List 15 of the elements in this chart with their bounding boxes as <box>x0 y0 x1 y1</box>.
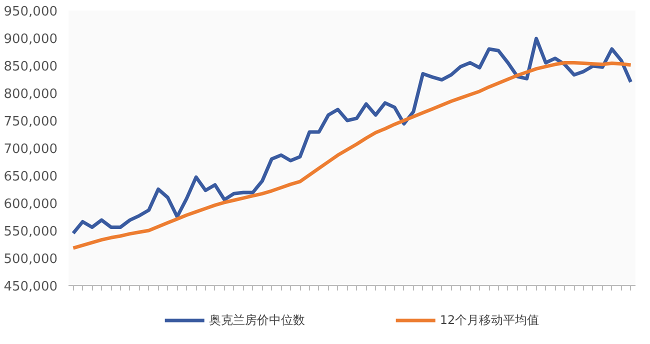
y-tick-label: 700,000 <box>4 142 58 157</box>
y-tick-label: 800,000 <box>4 87 58 102</box>
y-tick-label: 650,000 <box>4 170 58 184</box>
y-tick-label: 450,000 <box>4 280 58 294</box>
legend-label: 奥克兰房价中位数 <box>208 312 305 328</box>
y-tick-label: 850,000 <box>4 60 58 74</box>
y-tick-label: 600,000 <box>4 197 58 212</box>
legend-label: 12个月移动平均值 <box>440 312 540 328</box>
line-series <box>71 36 633 235</box>
y-tick-label: 500,000 <box>4 252 58 267</box>
y-tick-label: 550,000 <box>4 224 58 240</box>
y-tick-label: 900,000 <box>4 32 58 47</box>
y-tick-label: 950,000 <box>4 4 58 20</box>
y-tick-label: 750,000 <box>4 114 58 130</box>
line-series <box>71 61 633 250</box>
